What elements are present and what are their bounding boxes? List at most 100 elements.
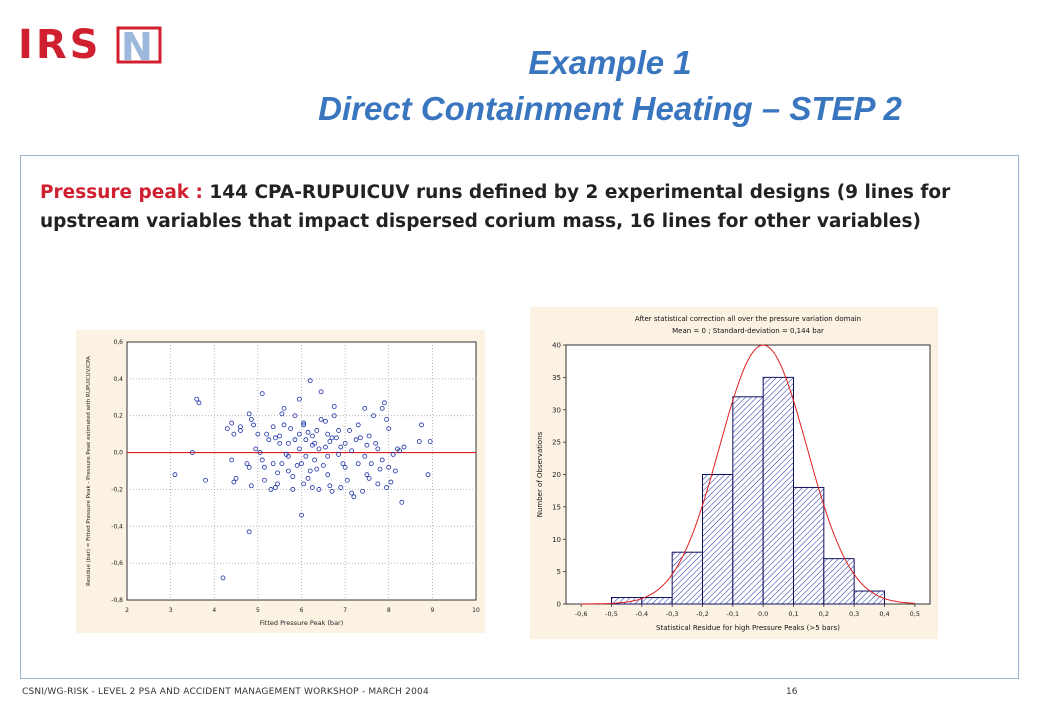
x-tick-label: -0,2 [696,610,709,618]
data-point [375,446,381,452]
y-tick-label: -0,8 [111,597,123,604]
data-point [281,405,287,411]
x-tick-label: 0,0 [758,610,768,618]
data-point [262,464,267,470]
normal-fit-curve [581,344,915,605]
data-point [351,494,357,500]
histogram-bar [762,376,795,605]
y-tick-label: 40 [552,342,561,350]
x-tick-label: 0,5 [910,610,920,618]
x-tick-label: 4 [212,607,216,614]
x-tick-label: 3 [169,607,173,614]
data-point [331,413,337,419]
data-point [344,477,350,483]
x-tick-label: 0,1 [788,610,798,618]
data-point [327,483,333,489]
data-point [305,429,311,435]
svg-text:N: N [121,25,153,68]
x-axis-label: Statistical Residue for high Pressure Pe… [656,624,840,632]
data-point [331,404,337,409]
x-tick-label: -0,1 [726,610,739,618]
data-point [325,472,331,478]
data-point [316,446,322,452]
data-point [196,400,202,406]
x-tick-label: 0,4 [879,610,889,618]
y-tick-label: 0,0 [113,450,123,457]
data-point [349,448,355,454]
data-point [318,417,324,422]
data-point [399,499,405,505]
data-point [325,453,331,459]
y-tick-label: 15 [552,503,561,511]
x-tick-label: 0,3 [849,610,859,618]
data-point [340,461,346,467]
y-tick-label: 35 [552,374,561,382]
y-tick-label: 0,6 [113,339,123,346]
y-tick-label: -0,6 [111,560,123,567]
data-point [296,431,302,437]
data-point [262,477,267,483]
data-point [355,422,361,428]
intro-text: 144 CPA-RUPUICUV runs defined by 2 exper… [40,182,951,232]
data-point [270,424,276,430]
data-point [279,461,285,467]
data-point [386,426,392,432]
data-point [275,481,280,487]
data-point [272,485,278,490]
data-point [292,437,298,443]
data-point [246,529,252,535]
x-tick-label: 7 [343,607,347,614]
y-tick-label: -0,4 [111,523,123,530]
data-point [384,417,389,422]
data-point [301,420,307,426]
data-point [364,442,370,448]
data-point [266,437,272,443]
data-point [325,431,331,437]
y-tick-label: 0,4 [113,376,123,383]
histogram-bar [732,396,764,605]
data-point [275,470,280,476]
data-point [333,435,339,441]
x-tick-label: 6 [300,607,304,614]
data-point [296,396,302,402]
data-point [290,474,296,479]
data-point [286,440,291,446]
y-tick-label: 25 [552,439,561,447]
footer-text: CSNI/WG-RISK - LEVEL 2 PSA AND ACCIDENT … [22,687,429,697]
data-point [362,453,368,459]
data-point [277,433,283,439]
data-point [329,488,335,494]
data-point [246,411,252,417]
data-point [248,483,254,489]
data-point [360,488,365,494]
data-point [229,457,235,463]
page-number: 16 [786,687,798,697]
data-point [190,450,195,455]
histogram-bar [793,486,825,605]
data-point [294,463,300,468]
data-point [381,400,387,406]
data-point [303,437,309,443]
data-point [390,452,396,457]
title-line-1: Example 1 [528,44,692,81]
data-point [259,391,265,396]
data-point [401,444,407,450]
data-point [366,475,372,481]
data-point [336,428,341,433]
data-point [253,446,259,452]
x-tick-label: 0,2 [819,610,829,618]
data-point [425,472,431,478]
residue-histogram-chart: After statistical correction all over th… [530,307,938,639]
y-tick-label: 5 [557,568,561,576]
data-point [364,472,370,478]
residue-scatter-chart: 2 3 4 5 6 7 8 9 10 0,6 0,4 0,2 0,0 -0,2 -0,4 -0,6 -0,8 Fi… [76,330,485,633]
data-point [427,439,433,444]
data-point [288,426,293,432]
x-axis-label: Fitted Pressure Peak (bar) [260,619,344,627]
data-point [323,418,328,424]
data-point [310,485,315,490]
data-point [286,468,291,474]
y-tick-label: 10 [552,536,561,544]
data-point [307,468,313,474]
chart-title: After statistical correction all over th… [635,315,861,323]
